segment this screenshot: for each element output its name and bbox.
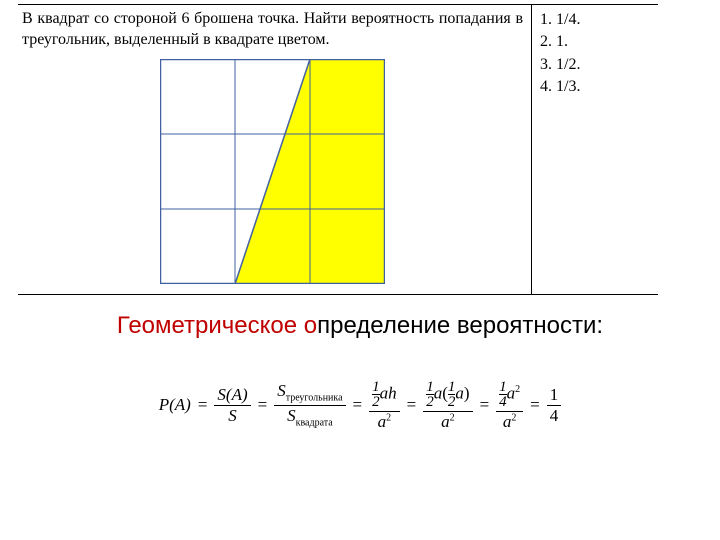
frac-3-den: a2 [375, 413, 395, 431]
frac-2-den: Sквадрата [284, 407, 336, 429]
frac-5: 14a2 a2 [496, 380, 523, 430]
equals-sign: = [527, 395, 543, 415]
formula-lhs: P(A) [159, 395, 191, 415]
frac-6: 1 4 [547, 386, 562, 425]
frac-5-num: 14a2 [496, 380, 523, 410]
answer-option: 4. 1/3. [540, 76, 650, 98]
problem-left-panel: В квадрат со стороной 6 брошена точка. Н… [18, 5, 531, 294]
frac-1-num: S(A) [214, 386, 250, 404]
equals-sign: = [195, 395, 211, 415]
frac-4: 12a(12a) a2 [423, 380, 472, 430]
frac-1: S(A) S [214, 386, 250, 425]
answer-option: 2. 1. [540, 31, 650, 53]
answers-panel: 1. 1/4. 2. 1. 3. 1/2. 4. 1/3. [531, 5, 658, 294]
frac-3: 12ah a2 [369, 380, 400, 430]
title-black-part: пределение вероятности: [317, 312, 603, 339]
equals-sign: = [477, 395, 493, 415]
frac-6-num: 1 [547, 386, 562, 404]
title-red-part: Геометрическое о [117, 312, 317, 339]
equals-sign: = [350, 395, 366, 415]
frac-4-num: 12a(12a) [423, 380, 472, 410]
frac-3-num: 12ah [369, 380, 400, 410]
problem-box: В квадрат со стороной 6 брошена точка. Н… [18, 4, 658, 295]
frac-2-num: Sтреугольника [274, 382, 345, 404]
problem-text: В квадрат со стороной 6 брошена точка. Н… [22, 9, 523, 51]
equals-sign: = [404, 395, 420, 415]
square-diagram [160, 59, 385, 284]
frac-4-den: a2 [438, 413, 458, 431]
frac-2: Sтреугольника Sквадрата [274, 382, 345, 429]
frac-1-den: S [225, 407, 240, 425]
frac-6-den: 4 [547, 407, 562, 425]
answer-option: 3. 1/2. [540, 54, 650, 76]
equals-sign: = [255, 395, 271, 415]
formula: P(A) = S(A) S = Sтреугольника Sквадрата … [0, 380, 720, 430]
section-title: Геометрическое определение вероятности: [0, 312, 720, 340]
frac-5-den: a2 [500, 413, 520, 431]
answer-option: 1. 1/4. [540, 9, 650, 31]
